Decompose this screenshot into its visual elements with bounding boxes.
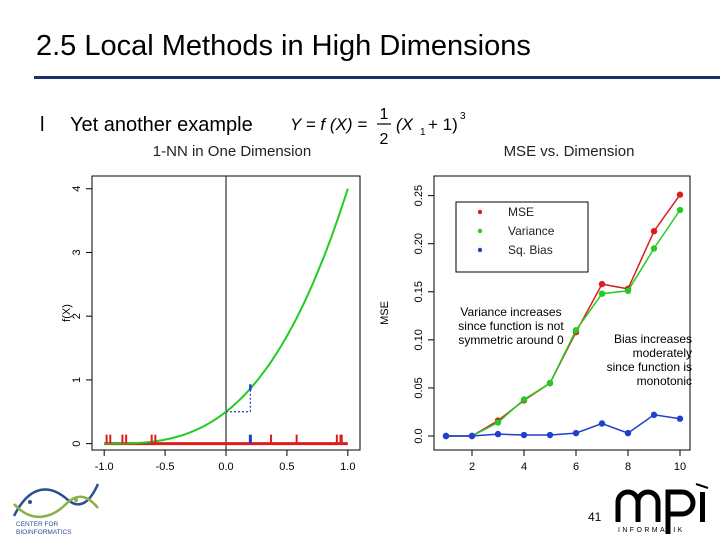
- series-point-1: [598, 290, 606, 297]
- formula: Y = f (X) = 1 2 (X 1 + 1) 3: [290, 106, 466, 148]
- right-x-tick-label: 10: [674, 461, 686, 473]
- series-point-1: [572, 327, 580, 334]
- variance-callout: Variance increases since function is not…: [458, 305, 564, 347]
- bias-callout: Bias increases moderately since function…: [606, 332, 692, 388]
- series-point-0: [676, 191, 684, 198]
- formula-lhs: Y = f (X) =: [290, 115, 367, 134]
- left-y-tick-label: 1: [71, 377, 83, 383]
- series-point-0: [598, 280, 606, 288]
- series-point-1: [494, 419, 502, 426]
- nn-one-dimension-chart: 1-NN in One Dimension -1.0 -0.5 0.0 0.5 1.0 0…: [61, 143, 361, 473]
- right-x-tick-label: 8: [625, 461, 631, 473]
- series-point-1: [546, 379, 554, 387]
- formula-body: (X: [396, 115, 414, 134]
- mse-vs-dimension-chart: MSE vs. Dimension 2 4 6 8 10 0.0 0.05 0.10 0.15 0…: [379, 143, 691, 473]
- right-x-tick-label: 6: [573, 461, 579, 473]
- formula-denominator: 2: [380, 131, 389, 148]
- series-point-1: [520, 396, 528, 403]
- right-x-tick-label: 4: [521, 461, 527, 473]
- bullet-text: Yet another example: [70, 114, 253, 136]
- legend-box: [455, 201, 589, 273]
- left-x-tick-label: 1.0: [340, 461, 355, 473]
- logo-text-line-2: BIOINFORMATICS: [16, 529, 72, 536]
- left-chart-title: 1-NN in One Dimension: [153, 143, 311, 160]
- logo-text-line-1: CENTER FOR: [16, 521, 59, 528]
- series-point-2: [494, 430, 502, 438]
- page-number: 41: [588, 510, 602, 524]
- bullet-marker: l: [40, 114, 45, 136]
- formula-subscript: 1: [420, 127, 426, 138]
- series-point-2: [572, 429, 580, 437]
- series-point-1: [676, 206, 684, 214]
- series-point-2: [468, 432, 476, 440]
- series-line-2: [446, 414, 681, 437]
- informatik-text: INFORMATIK: [618, 527, 685, 534]
- legend-marker-1: [477, 228, 483, 234]
- left-y-tick-label: 2: [71, 313, 83, 319]
- series-point-2: [520, 431, 528, 439]
- series-line-1: [446, 209, 681, 437]
- series-point-2: [624, 429, 632, 437]
- series-point-2: [598, 420, 606, 427]
- right-y-tick-label: 0.20: [413, 233, 425, 254]
- formula-numerator: 1: [380, 106, 389, 123]
- formula-tail: + 1): [428, 115, 458, 134]
- right-y-tick-label: 0.0: [413, 428, 425, 443]
- series-point-0: [650, 227, 658, 235]
- right-y-tick-label: 0.10: [413, 329, 425, 350]
- left-x-tick-label: -1.0: [95, 461, 114, 473]
- mpi-informatik-logo: INFORMATIK: [615, 483, 709, 534]
- right-x-tick-label: 2: [469, 461, 475, 473]
- left-y-tick-label: 4: [71, 186, 83, 192]
- series-point-2: [442, 432, 450, 440]
- title-divider: [34, 76, 720, 79]
- series-point-2: [650, 411, 658, 419]
- right-y-tick-label: 0.25: [413, 185, 425, 206]
- left-x-tick-label: 0.5: [279, 461, 294, 473]
- left-y-tick-label: 0: [71, 441, 83, 447]
- legend-label-2: Sq. Bias: [508, 243, 553, 257]
- series-point-1: [650, 245, 658, 252]
- left-x-tick-label: -0.5: [156, 461, 175, 473]
- right-y-tick-label: 0.15: [413, 281, 425, 302]
- right-y-tick-label: 0.05: [413, 377, 425, 398]
- series-point-2: [676, 415, 684, 422]
- left-y-tick-label: 3: [71, 249, 83, 255]
- legend-label-1: Variance: [508, 224, 555, 238]
- right-plot-frame: [433, 175, 691, 451]
- left-y-axis-label: f(X): [61, 304, 73, 322]
- legend-marker-2: [477, 247, 483, 253]
- legend-label-0: MSE: [508, 205, 534, 219]
- right-chart-title: MSE vs. Dimension: [504, 143, 635, 160]
- slide-title: 2.5 Local Methods in High Dimensions: [36, 30, 531, 62]
- right-y-axis-label: MSE: [379, 301, 391, 325]
- legend-marker-0: [477, 209, 483, 215]
- bioinformatics-center-logo: CENTER FOR BIOINFORMATICS: [12, 483, 100, 536]
- series-point-1: [624, 287, 632, 295]
- formula-exponent: 3: [460, 111, 466, 122]
- left-x-tick-label: 0.0: [218, 461, 233, 473]
- series-point-2: [546, 431, 554, 439]
